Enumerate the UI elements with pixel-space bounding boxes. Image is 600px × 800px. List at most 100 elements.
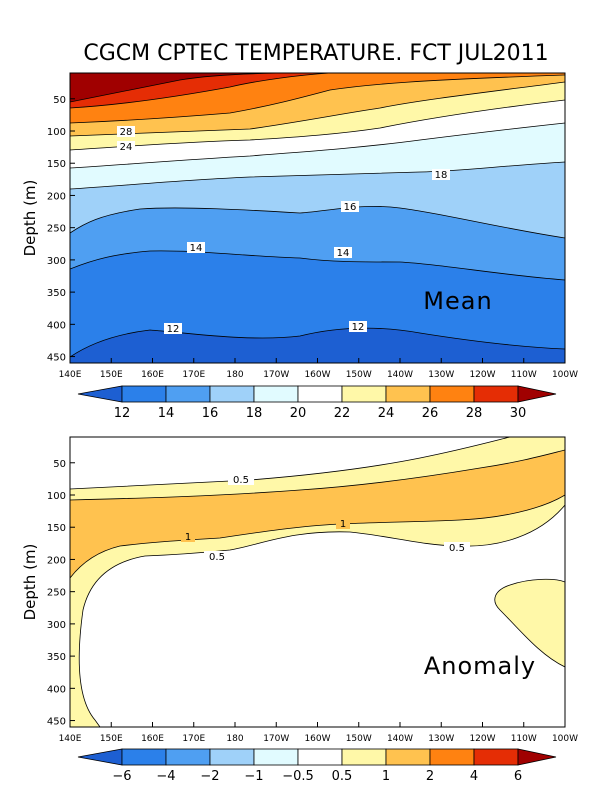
colorbar-tick-label: 28 — [466, 406, 483, 421]
colorbar-tick-label: 22 — [334, 406, 351, 421]
colorbar-box — [341, 385, 387, 403]
mean-contour-26 — [70, 74, 565, 124]
x-tick-label: 120W — [469, 370, 495, 380]
colorbar-tick-label: 20 — [290, 406, 307, 421]
colorbar-tick-label: −4 — [156, 769, 175, 784]
chart-title: CGCM CPTEC TEMPERATURE. FCT JUL2011 — [83, 41, 548, 66]
y-tick-label: 400 — [47, 320, 66, 331]
mean-contour-12 — [70, 327, 565, 358]
colorbar-arrow-right — [517, 748, 557, 766]
y-tick-label: 300 — [47, 620, 66, 631]
mean-contour-22 — [70, 99, 565, 151]
colorbar-box — [121, 748, 167, 766]
mean-contour-14 — [70, 250, 565, 281]
y-tick-label: 50 — [53, 459, 66, 470]
y-tick-label: 150 — [47, 523, 66, 534]
anomaly-contour-1-lower — [70, 494, 565, 579]
colorbar-arrow-left — [77, 385, 123, 403]
colorbar-box — [165, 748, 211, 766]
x-tick-label: 150W — [346, 734, 372, 744]
x-tick-label: 120W — [469, 734, 495, 744]
colorbar-box — [385, 385, 431, 403]
x-tick-label: 130W — [428, 370, 454, 380]
y-tick-label: 200 — [47, 191, 66, 202]
mean-y-axis-label: Depth (m) — [21, 180, 39, 257]
x-tick-label: 100W — [552, 734, 578, 744]
colorbar-box — [121, 385, 167, 403]
colorbar-box — [253, 748, 299, 766]
colorbar-box — [165, 385, 211, 403]
mean-contour-label: 12 — [352, 322, 365, 333]
anomaly-fill-warm-blob — [494, 579, 565, 667]
y-tick-label: 100 — [47, 491, 66, 502]
x-tick-label: 150E — [100, 734, 123, 744]
x-tick-label: 140W — [387, 734, 413, 744]
colorbar-box — [473, 385, 519, 403]
colorbar-tick-label: 1 — [382, 769, 390, 784]
colorbar-tick-label: 14 — [158, 406, 175, 421]
anomaly-y-axis-label: Depth (m) — [21, 544, 39, 621]
colorbar-tick-label: 18 — [246, 406, 263, 421]
x-tick-label: 100W — [552, 370, 578, 380]
mean-contour-28 — [70, 73, 331, 109]
colorbar-box — [209, 748, 255, 766]
x-tick-label: 150W — [346, 370, 372, 380]
colorbar-tick-label: 0.5 — [332, 769, 353, 784]
mean-contour-16 — [70, 206, 565, 239]
y-tick-label: 400 — [47, 684, 66, 695]
colorbar-arrow-right — [517, 385, 557, 403]
anomaly-contour-label: 0.5 — [209, 552, 225, 563]
y-tick-label: 350 — [47, 652, 66, 663]
mean-contour-24 — [70, 81, 565, 137]
y-tick-label: 50 — [53, 95, 66, 106]
x-tick-label: 170E — [182, 734, 205, 744]
mean-contour-label: 14 — [337, 248, 350, 259]
x-tick-label: 160E — [141, 370, 164, 380]
x-tick-label: 170E — [182, 370, 205, 380]
mean-panel: 28 24 18 16 14 14 12 12 Mean Depth (m) 5… — [21, 72, 578, 421]
x-tick-label: 170W — [263, 734, 289, 744]
anomaly-fill-1-2 — [70, 450, 565, 578]
colorbar-tick-label: 12 — [114, 406, 131, 421]
mean-axis-ticks: 50 100 150 200 250 300 350 400 450 140E 150E 160E 17… — [47, 95, 578, 380]
mean-contour-label: 12 — [167, 324, 180, 335]
y-tick-label: 100 — [47, 127, 66, 138]
colorbar-tick-label: 30 — [510, 406, 527, 421]
colorbar-box — [253, 385, 299, 403]
anomaly-colorbar: −6 −4 −2 −1 −0.5 0.5 1 2 4 6 — [77, 748, 557, 784]
colorbar-box — [341, 748, 387, 766]
colorbar-box — [297, 385, 343, 403]
mean-contour-label: 18 — [435, 170, 448, 181]
y-tick-label: 150 — [47, 159, 66, 170]
anomaly-panel: 0.5 1 0.5 1 0.5 Anomaly Depth (m) 50 100 1… — [21, 436, 578, 784]
mean-contour-20 — [70, 122, 565, 169]
anomaly-contour-1-upper — [70, 449, 565, 501]
mean-contour-18 — [70, 161, 565, 190]
anomaly-contour-label: 1 — [340, 519, 346, 530]
colorbar-arrow-left — [77, 748, 123, 766]
anomaly-contour-label: 1 — [185, 532, 191, 543]
colorbar-tick-label: −1 — [244, 769, 263, 784]
colorbar-tick-label: 2 — [426, 769, 434, 784]
anomaly-axis-ticks: 50 100 150 200 250 300 350 400 450 140E 150E 160E 17… — [47, 459, 578, 744]
anomaly-contour-label: 0.5 — [233, 475, 249, 486]
mean-contour-30 — [70, 73, 301, 103]
anomaly-contour-0.5-blob — [494, 578, 565, 668]
x-tick-label: 180 — [226, 370, 243, 380]
colorbar-box — [209, 385, 255, 403]
anomaly-contour-labels: 0.5 1 0.5 1 0.5 — [181, 474, 470, 563]
colorbar-box — [429, 748, 475, 766]
x-tick-label: 170W — [263, 370, 289, 380]
x-tick-label: 180 — [226, 734, 243, 744]
x-tick-label: 160W — [304, 734, 330, 744]
colorbar-tick-label: 4 — [470, 769, 478, 784]
colorbar-tick-label: −6 — [112, 769, 131, 784]
mean-fill-above-30 — [70, 73, 300, 102]
x-tick-label: 110W — [511, 370, 537, 380]
mean-colorbar: 12 14 16 18 20 22 24 26 28 30 — [77, 385, 557, 421]
y-tick-label: 350 — [47, 288, 66, 299]
x-tick-label: 160W — [304, 370, 330, 380]
colorbar-box — [473, 748, 519, 766]
x-tick-label: 130W — [428, 734, 454, 744]
colorbar-tick-label: 26 — [422, 406, 439, 421]
